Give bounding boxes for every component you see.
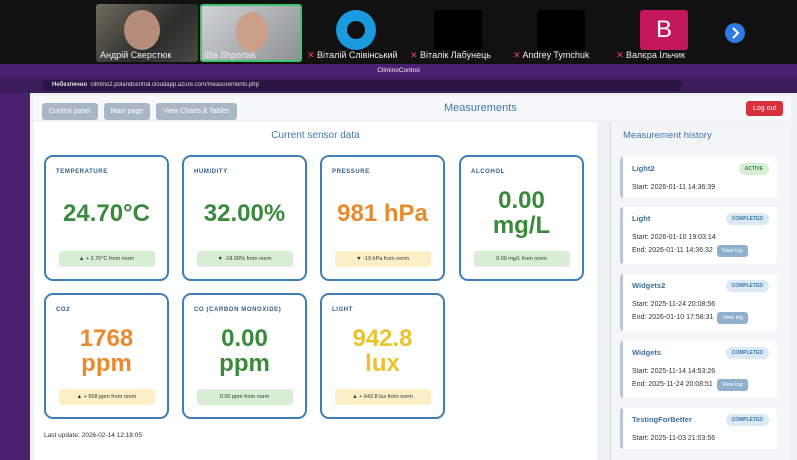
- history-item[interactable]: Light2 ACTIVE Start: 2026-01-11 14:36:39: [620, 157, 777, 198]
- url-field[interactable]: Небезпечно climino2.polandcentral.clouda…: [42, 80, 682, 91]
- status-badge: COMPLETED: [725, 414, 769, 426]
- participant-name-text: Віталій Слівінський: [317, 50, 398, 60]
- last-update: Last update: 2026-02-14 12:18:05: [44, 432, 142, 439]
- norm-delta: ▼ -18.00% from norm: [196, 251, 293, 267]
- sensor-card: TEMPERATURE 24.70°C ▲ + 2.70°C from norm: [44, 155, 169, 281]
- sensor-label: CO2: [56, 307, 71, 313]
- avatar: [434, 10, 482, 50]
- end-time: End: 2026-01-10 17:58:31 View log: [632, 312, 768, 324]
- end-text: End: 2026-01-10 17:58:31: [632, 314, 714, 321]
- sensor-label: HUMIDITY: [194, 169, 228, 175]
- logout-button[interactable]: Log out: [746, 101, 784, 116]
- sensor-card: LIGHT 942.8 lux ▲ + 642.8 lux from norm: [320, 293, 445, 419]
- status-badge: COMPLETED: [725, 213, 769, 225]
- participant-name: ✕ Віталій Слівінський: [307, 50, 398, 60]
- participant-name: ✕ Валєра Ільчик: [616, 50, 685, 60]
- face: [236, 12, 268, 52]
- history-name: Widgets: [632, 348, 662, 357]
- avatar-initial: B: [640, 10, 688, 50]
- start-time: Start: 2026-01-10 19:03:14: [632, 234, 716, 241]
- sensor-value: 981 hPa: [337, 199, 428, 227]
- history-name: Light2: [632, 164, 655, 173]
- sensor-card: PRESSURE 981 hPa ▼ -19 hPa from norm: [320, 155, 445, 281]
- start-time: Start: 2026-01-11 14:36:39: [632, 184, 716, 191]
- end-text: End: 2026-01-11 14:36:32: [632, 247, 713, 254]
- sensor-card: ALCOHOL 0.00 mg/L 0.00 mg/L from norm: [459, 155, 584, 281]
- norm-delta: ▲ + 668 ppm from norm: [58, 389, 155, 405]
- sensor-label: CO (CARBON MONOXIDE): [194, 307, 282, 313]
- participant-name: Illia Shportak: [204, 50, 257, 60]
- start-time: Start: 2025-11-24 20:08:56: [632, 301, 716, 308]
- address-bar: Небезпечно climino2.polandcentral.clouda…: [0, 77, 797, 93]
- next-button[interactable]: [724, 22, 746, 44]
- avatar-icon: [336, 10, 376, 50]
- history-item[interactable]: Light COMPLETED Start: 2026-01-10 19:03:14…: [620, 207, 777, 264]
- nav-button[interactable]: Control panel: [42, 103, 98, 120]
- participant-name-text: Валєра Ільчик: [626, 50, 685, 60]
- sensor-value: 0.00 mg/L: [492, 187, 551, 239]
- norm-delta: ▼ -19 hPa from norm: [334, 251, 431, 267]
- face: [124, 10, 160, 50]
- norm-delta: 0.00 ppm from norm: [196, 389, 293, 405]
- sensor-value: 24.70°C: [63, 199, 150, 227]
- history-title: Measurement history: [623, 130, 712, 141]
- sensor-value: 0.00 ppm: [219, 325, 270, 377]
- participant-name: ✕ Andrey Tymchuk: [513, 50, 590, 60]
- start-time: Start: 2025-11-14 14:53:26: [632, 368, 716, 375]
- start-time: Start: 2025-11-03 21:03:56: [632, 435, 716, 442]
- participant-name: ✕ Віталік Лабунець: [410, 50, 491, 60]
- status-badge: COMPLETED: [725, 280, 769, 292]
- url: climino2.polandcentral.cloudapp.azure.co…: [90, 82, 259, 88]
- video-tile: [96, 4, 198, 62]
- norm-delta: 0.00 mg/L from norm: [473, 251, 570, 267]
- video-tile: [200, 4, 302, 62]
- view-log-button[interactable]: View log: [717, 312, 749, 324]
- norm-delta: ▲ + 2.70°C from norm: [58, 251, 155, 267]
- sensor-value: 1768 ppm: [79, 325, 134, 377]
- participant-name-text: Віталік Лабунець: [420, 50, 491, 60]
- view-log-button[interactable]: View log: [716, 379, 748, 391]
- section-title: Current sensor data: [271, 130, 360, 141]
- sensor-card: CO (CARBON MONOXIDE) 0.00 ppm 0.00 ppm fro…: [182, 293, 307, 419]
- status-badge: COMPLETED: [725, 347, 769, 359]
- sensor-value: 32.00%: [203, 199, 286, 227]
- norm-delta: ▲ + 642.8 lux from norm: [334, 389, 431, 405]
- page-title: Measurements: [444, 102, 517, 114]
- sensor-label: LIGHT: [332, 307, 353, 313]
- security-label: Небезпечно: [52, 82, 88, 88]
- nav-button[interactable]: View Charts & Tables: [156, 103, 237, 120]
- sensor-card: CO2 1768 ppm ▲ + 668 ppm from norm: [44, 293, 169, 419]
- sensor-value: 942.8 lux: [352, 325, 413, 377]
- sensor-label: TEMPERATURE: [56, 169, 108, 175]
- view-log-button[interactable]: View log: [716, 245, 748, 257]
- history-item[interactable]: Widgets COMPLETED Start: 2025-11-14 14:53:…: [620, 341, 777, 398]
- nav-button[interactable]: Main page: [103, 103, 151, 120]
- sensor-label: PRESSURE: [332, 169, 370, 175]
- sensor-card: HUMIDITY 32.00% ▼ -18.00% from norm: [182, 155, 307, 281]
- avatar: [537, 10, 585, 50]
- end-time: End: 2026-01-11 14:36:32 View log: [632, 245, 768, 257]
- history-name: TestingForBetter: [632, 415, 692, 424]
- window-title: CliminoControl: [377, 67, 420, 74]
- end-text: End: 2025-11-24 20:08:51: [632, 381, 713, 388]
- end-time: End: 2025-11-24 20:08:51 View log: [632, 379, 768, 391]
- sensor-label: ALCOHOL: [471, 169, 505, 175]
- history-item[interactable]: TestingForBetter COMPLETED Start: 2025-11-…: [620, 408, 777, 449]
- app-header: Control panel Main page View Charts & Tabl…: [34, 96, 791, 120]
- history-item[interactable]: Widgets2 COMPLETED Start: 2025-11-24 20:08…: [620, 274, 777, 331]
- participant-name-text: Andrey Tymchuk: [522, 50, 590, 60]
- status-badge: ACTIVE: [738, 163, 769, 175]
- history-name: Light: [632, 214, 651, 223]
- participant-name: Андрій Сверстюк: [100, 50, 172, 60]
- history-name: Widgets2: [632, 281, 666, 290]
